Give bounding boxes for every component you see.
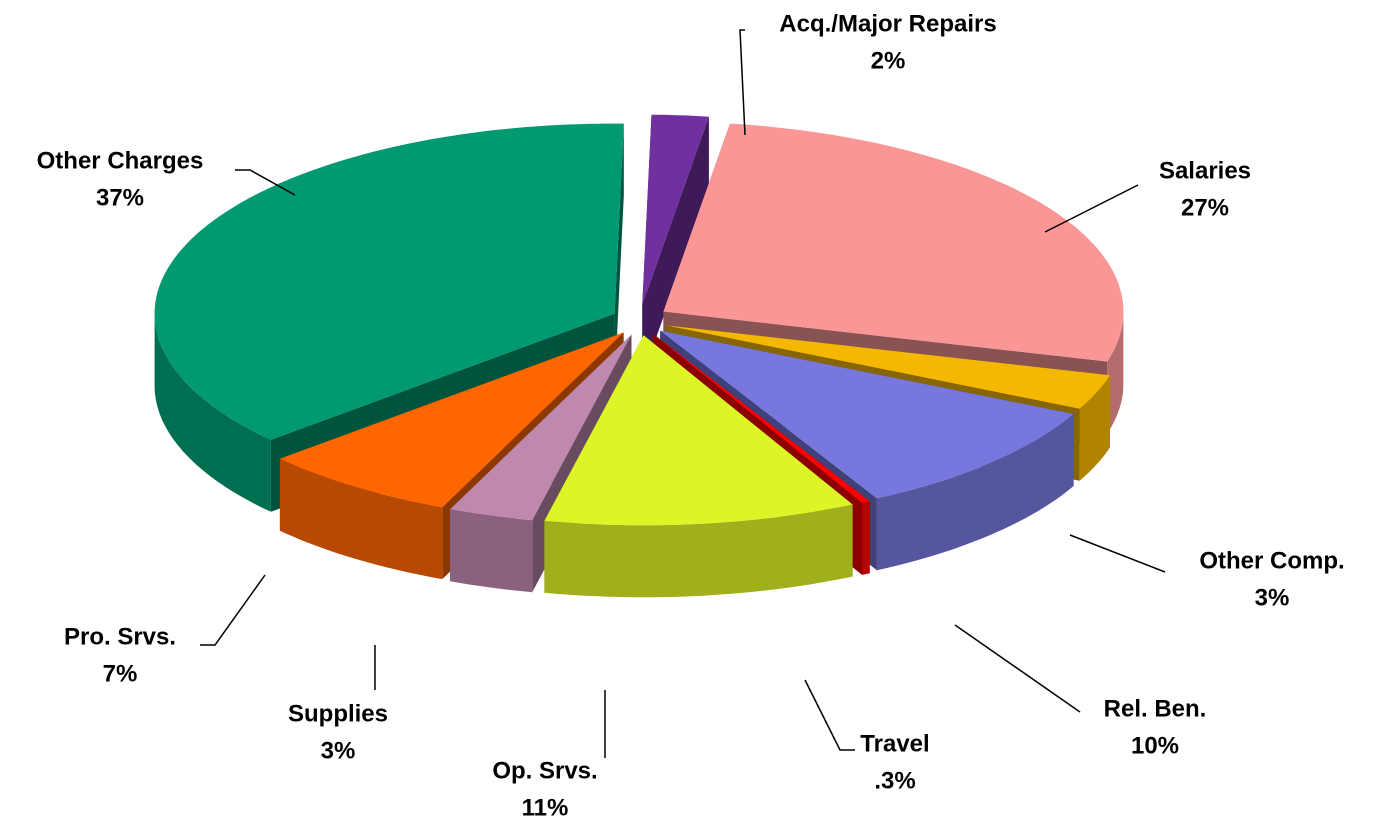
slice-side xyxy=(1079,375,1110,481)
slice-inner-wall xyxy=(614,123,624,386)
leader-line xyxy=(200,574,266,646)
leader-line xyxy=(739,29,746,136)
slice-value-label: 3% xyxy=(321,737,356,764)
slice-side xyxy=(876,414,1074,571)
slice-value-label: .3% xyxy=(874,767,915,794)
slice-top xyxy=(544,335,853,526)
slice-label: Acq./Major Repairs xyxy=(779,10,996,37)
slice-value-label: 3% xyxy=(1255,584,1290,611)
leader-line xyxy=(954,624,1081,713)
leader-line xyxy=(235,169,296,196)
slice-value-label: 10% xyxy=(1131,732,1179,759)
slice-side xyxy=(862,501,870,575)
slice-side xyxy=(544,504,853,598)
slice-value-label: 2% xyxy=(871,47,906,74)
leader-line xyxy=(804,679,855,751)
slice-side xyxy=(154,313,271,512)
slice-top xyxy=(642,114,709,305)
slice-side xyxy=(1107,311,1124,434)
slice-label: Pro. Srvs. xyxy=(64,623,176,650)
slice-inner-wall xyxy=(642,116,709,377)
slice-top xyxy=(663,123,1124,362)
slice-value-label: 11% xyxy=(522,794,569,821)
slice-label: Op. Srvs. xyxy=(492,757,597,784)
slice-label: Travel xyxy=(860,730,929,757)
slice-side xyxy=(279,458,443,580)
slice-label: Rel. Ben. xyxy=(1104,695,1207,722)
slice-value-label: 37% xyxy=(96,184,144,211)
leader-line xyxy=(1069,534,1166,573)
slice-label: Other Charges xyxy=(37,147,204,174)
slice-label: Supplies xyxy=(288,700,388,727)
slice-top xyxy=(653,333,870,503)
slice-top xyxy=(450,334,632,521)
slice-label: Salaries xyxy=(1159,157,1251,184)
slice-value-label: 7% xyxy=(103,660,138,687)
slice xyxy=(642,114,709,377)
slice-top xyxy=(660,330,1074,499)
slice-side xyxy=(450,509,533,593)
slice-label: Other Comp. xyxy=(1199,547,1344,574)
slice-top xyxy=(279,332,624,508)
leader-line xyxy=(1044,184,1139,233)
slice-value-label: 27% xyxy=(1181,194,1229,221)
slice-top xyxy=(154,123,624,440)
slice xyxy=(544,335,853,598)
slice-top xyxy=(666,325,1110,409)
